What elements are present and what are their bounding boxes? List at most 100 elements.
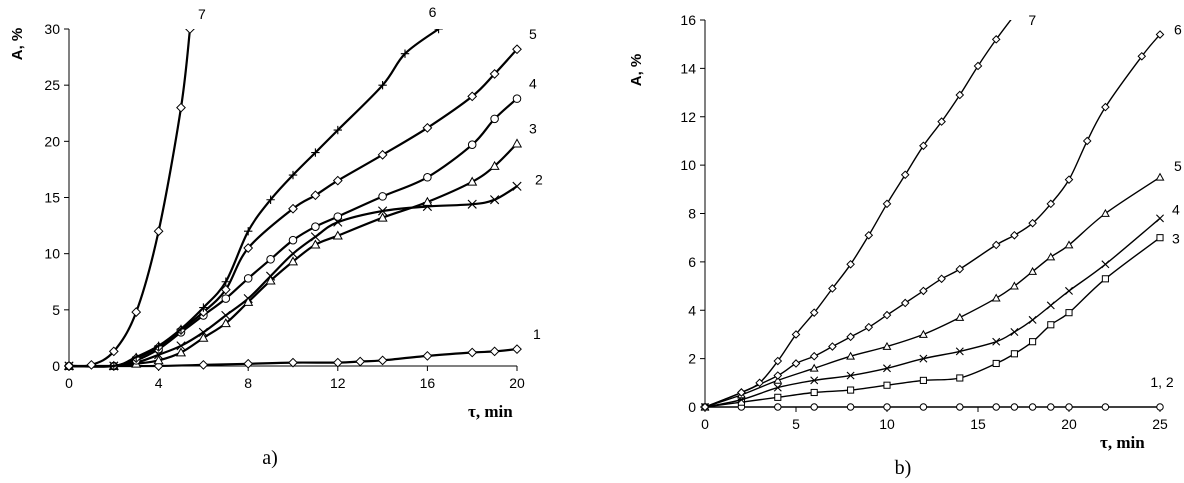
data-point [973, 61, 983, 71]
y-tick-label: 8 [688, 206, 696, 222]
data-point [1156, 403, 1164, 411]
y-tick-label: 10 [44, 246, 60, 262]
y-tick-label: 14 [680, 60, 696, 76]
data-point [1010, 328, 1019, 337]
data-point [919, 403, 928, 411]
x-axis-title: τ, min [1100, 433, 1145, 452]
data-point [288, 235, 298, 245]
data-point [1156, 214, 1164, 223]
data-point [378, 206, 388, 216]
data-point [131, 307, 142, 317]
data-point [288, 170, 298, 180]
data-point [198, 332, 209, 342]
data-point [791, 330, 801, 339]
data-point [333, 125, 342, 135]
data-point [774, 403, 782, 411]
data-point [1046, 252, 1056, 261]
data-point [287, 256, 299, 266]
data-point [355, 356, 366, 367]
series-label: 6 [429, 4, 437, 20]
data-point [809, 363, 819, 372]
data-point [918, 329, 928, 338]
data-point [265, 275, 276, 285]
data-point [883, 403, 891, 411]
data-point [956, 403, 964, 411]
data-point [108, 346, 119, 357]
data-point [1082, 136, 1092, 146]
data-point [737, 388, 746, 397]
data-point [332, 230, 343, 240]
data-point [882, 341, 892, 350]
y-tick-label: 2 [688, 351, 696, 367]
data-point [467, 176, 478, 186]
data-point [1047, 321, 1055, 329]
data-point [991, 240, 1001, 250]
data-point [288, 203, 298, 214]
data-point [846, 371, 855, 380]
data-point [810, 388, 818, 397]
data-point [864, 230, 874, 240]
data-point [992, 403, 1000, 411]
x-tick-label: 0 [701, 416, 709, 432]
data-point [489, 160, 500, 170]
data-point [955, 264, 965, 274]
data-point [310, 232, 320, 242]
panel-label: b) [895, 457, 912, 479]
data-point [244, 227, 253, 236]
data-point [512, 181, 522, 191]
data-point [1155, 30, 1165, 39]
data-point [422, 196, 433, 206]
x-tick-label: 25 [1152, 416, 1168, 432]
series-4 [64, 94, 522, 371]
series-label: 5 [1174, 158, 1182, 174]
data-point [955, 90, 965, 100]
data-point [311, 148, 320, 157]
data-point [220, 318, 231, 328]
y-tick-label: 6 [688, 254, 696, 270]
data-point [700, 402, 710, 412]
data-point [64, 361, 74, 371]
data-point [511, 138, 523, 148]
data-point [847, 386, 855, 394]
x-tick-label: 0 [65, 375, 73, 391]
data-point [512, 94, 522, 103]
data-point [846, 351, 856, 360]
data-point [955, 312, 965, 321]
data-point [310, 239, 321, 249]
series-5 [700, 172, 1165, 411]
data-point [1010, 350, 1018, 358]
data-point [773, 371, 783, 380]
data-point [1046, 301, 1055, 310]
y-tick-label: 20 [44, 133, 60, 149]
data-point [176, 324, 186, 334]
data-point [1155, 172, 1165, 181]
data-point [1101, 102, 1110, 112]
x-tick-label: 15 [970, 416, 986, 432]
series-3 [701, 234, 1164, 411]
data-point [153, 226, 164, 237]
data-point [220, 284, 231, 295]
y-tick-label: 5 [52, 302, 60, 318]
series-label: 2 [535, 171, 543, 187]
data-point [1100, 208, 1110, 217]
data-point [333, 212, 343, 221]
data-point [512, 44, 522, 55]
data-point [1010, 403, 1019, 411]
data-point [288, 357, 298, 368]
data-point [937, 117, 946, 126]
data-point [919, 141, 928, 151]
x-tick-label: 4 [155, 375, 163, 391]
data-point [378, 192, 387, 201]
data-point [991, 35, 1001, 44]
series-line [68, 29, 192, 368]
series-7 [64, 29, 195, 371]
data-point [221, 294, 231, 303]
series-line [704, 20, 1012, 408]
y-tick-label: 12 [680, 109, 696, 125]
data-point [175, 347, 187, 357]
series-line [704, 34, 1161, 408]
data-point [288, 249, 298, 259]
data-point [423, 173, 432, 182]
series-label: 7 [1028, 12, 1036, 28]
